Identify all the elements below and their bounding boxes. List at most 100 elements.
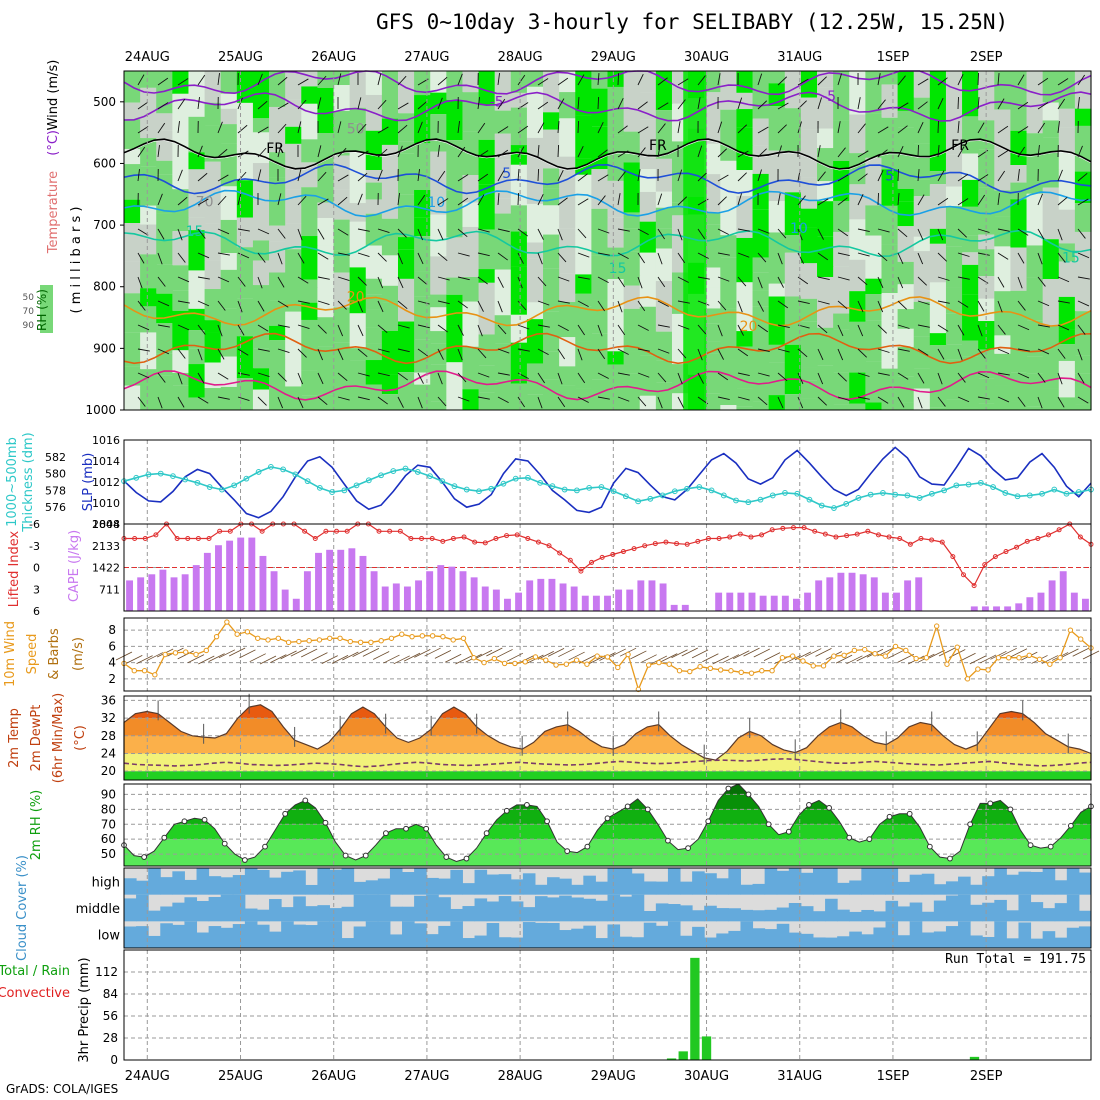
rh-cell — [494, 315, 512, 344]
contour-label: 20 — [347, 290, 365, 306]
wind-barb — [997, 372, 1010, 376]
cloud-cell-middle — [752, 910, 766, 922]
rh-cell — [1058, 152, 1076, 170]
wind-barb — [217, 174, 229, 182]
lifted-index-point — [1035, 536, 1041, 541]
rh-cell — [494, 269, 512, 316]
rh-cell — [478, 269, 496, 283]
wind10-point — [1036, 656, 1043, 663]
thickness-point — [696, 484, 703, 490]
rh-cell — [945, 313, 963, 345]
cloud-cell-low — [522, 922, 536, 948]
wind-barb — [457, 146, 466, 158]
lifted-index-point — [195, 536, 201, 541]
rh-legend-swatch — [40, 285, 53, 333]
rh-cell — [817, 128, 834, 149]
lifted-index-point — [1014, 544, 1020, 550]
rh-cell — [526, 302, 544, 320]
wind-barb — [837, 300, 848, 310]
rh-cell — [462, 389, 480, 410]
wind-barb — [977, 174, 989, 182]
precip-bar — [701, 1036, 712, 1060]
rh-cell — [140, 87, 157, 139]
rh-cell — [881, 327, 899, 369]
lifted-index-point — [844, 533, 850, 539]
rh-cell — [994, 291, 1012, 336]
wind-barb — [257, 169, 262, 182]
wind-barb — [177, 78, 189, 86]
cloud-cell-high — [728, 868, 741, 895]
wind-barb — [177, 121, 180, 134]
wind-barb — [337, 372, 348, 382]
wind10-point — [388, 635, 395, 641]
cloud-cell-high — [994, 868, 1007, 895]
wind-barb — [937, 348, 945, 360]
rh-cell — [269, 106, 286, 153]
wind-barb — [1037, 396, 1043, 409]
wind-barb — [877, 99, 886, 110]
rh-cell — [865, 361, 883, 403]
rh-cell — [172, 140, 190, 190]
rh-cell — [333, 374, 351, 387]
cloud-cell-middle — [1054, 903, 1068, 922]
wind-barb — [157, 276, 166, 287]
rh-cell — [365, 278, 383, 295]
rh-cell — [623, 308, 641, 352]
lifted-index-point — [408, 536, 414, 541]
wind10-barb — [270, 654, 287, 663]
thickness-point — [341, 487, 348, 494]
wind-barb — [537, 348, 549, 356]
wind-barb — [737, 252, 750, 258]
cloud-cell-high — [341, 868, 355, 895]
rh-cell — [1042, 102, 1060, 121]
wind-barb — [237, 193, 242, 206]
rh-cell — [526, 203, 544, 243]
wind-barb — [497, 276, 504, 288]
rh-cell — [1058, 71, 1076, 109]
cloud-level-label: low — [98, 929, 121, 944]
cloud-cell-high — [305, 884, 318, 895]
wind10-point — [831, 653, 837, 659]
wind-barb — [237, 276, 246, 287]
wind-barb — [237, 150, 249, 158]
rh-cell — [639, 156, 657, 170]
date-label-bottom: 24AUG — [125, 1069, 170, 1084]
wind-barb — [1017, 276, 1023, 289]
wind10-point — [697, 663, 703, 670]
wind10-barb — [887, 650, 904, 659]
rh-cell — [833, 266, 850, 314]
cape-bar — [470, 577, 478, 611]
rh-cell — [913, 71, 931, 98]
wind-barb — [197, 396, 209, 404]
wind10-point — [1057, 655, 1063, 661]
rh-cell — [543, 71, 560, 113]
cape-bar — [581, 595, 589, 611]
cloud-cell-low — [136, 926, 149, 948]
cloud-cell-high — [909, 874, 923, 895]
thickness-point — [671, 488, 678, 495]
wind-barb — [377, 324, 388, 334]
rh-cell — [1058, 397, 1076, 410]
wind-barb — [157, 252, 163, 265]
cloud-cell-low — [329, 921, 343, 948]
thickness-point — [194, 479, 201, 486]
cape-bar — [226, 540, 234, 611]
rh-cell — [881, 84, 899, 102]
rh-cell — [510, 231, 528, 267]
frame-wind10m — [123, 617, 1092, 692]
isotherm-freezing-inner — [123, 139, 1092, 171]
thickness-point — [133, 474, 140, 481]
thickness-point — [953, 482, 960, 489]
wind-barb — [577, 74, 585, 86]
isotherm-15 — [123, 229, 1092, 258]
rh-cell — [140, 254, 157, 289]
frame-upper_air — [123, 70, 1092, 411]
wind-barb — [1037, 324, 1050, 328]
wind-barb — [637, 348, 650, 352]
rh-cell — [188, 308, 206, 331]
rh-cell — [929, 333, 947, 346]
rh-point — [886, 813, 893, 820]
cloud-cell-middle — [740, 909, 754, 922]
thickness-tick-label: 580 — [45, 468, 66, 481]
wind-barb — [1077, 372, 1085, 384]
